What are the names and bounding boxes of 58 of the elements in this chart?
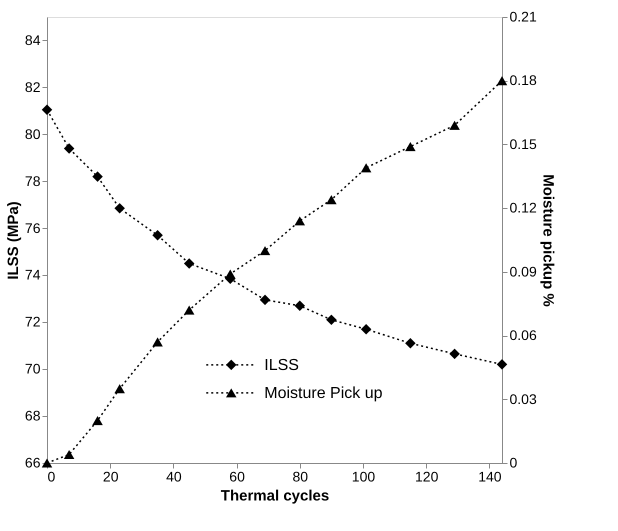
y-axis-title: ILSS (MPa) [4, 201, 22, 280]
point [42, 104, 52, 115]
y2-tick-label: 0 [510, 454, 518, 470]
point [260, 294, 270, 306]
point [449, 348, 460, 360]
point [92, 171, 103, 182]
y2-axis-title: Moisture pickup % [540, 174, 557, 307]
point [496, 359, 508, 370]
point [114, 203, 125, 214]
y-tick-label: 80 [24, 126, 41, 142]
point [184, 306, 194, 315]
y-tick-label: 74 [24, 266, 41, 283]
point [405, 142, 416, 152]
y2-tick-label: 0.15 [510, 136, 537, 152]
point [42, 458, 52, 468]
point [152, 337, 163, 346]
y-tick-label: 72 [24, 314, 41, 330]
point [64, 450, 74, 460]
point [92, 416, 103, 426]
point [225, 269, 236, 279]
point [152, 230, 163, 241]
y-tick-label: 66 [24, 454, 41, 470]
y-tick-label: 82 [24, 78, 41, 95]
y2-tick-label: 0.12 [510, 200, 537, 216]
y-tick-label: 68 [24, 408, 41, 424]
y2-tick-label: 0.18 [510, 72, 537, 88]
point [260, 246, 270, 256]
y2-tick-label: 0.06 [510, 327, 537, 344]
x-tick-label: 80 [292, 468, 308, 484]
y2-tick-label: 0.21 [510, 8, 537, 24]
point [360, 163, 372, 172]
x-tick-label: 0 [48, 468, 56, 484]
x-tick-label: 20 [102, 468, 119, 484]
point [360, 324, 372, 334]
y-tick-label: 84 [24, 32, 41, 48]
x-axis-title: Thermal cycles [220, 488, 330, 504]
point [405, 338, 416, 349]
x-tick-label: 60 [229, 468, 246, 484]
point [496, 76, 508, 86]
y2-tick-label: 0.09 [510, 263, 537, 280]
point [326, 195, 337, 204]
point [114, 384, 125, 394]
point [64, 143, 74, 154]
point [449, 120, 460, 130]
y-tick-label: 76 [24, 220, 41, 236]
x-tick-label: 120 [414, 468, 439, 484]
x-tick-label: 100 [352, 468, 376, 484]
point [184, 258, 194, 269]
x-tick-label: 140 [478, 468, 502, 484]
point [294, 216, 306, 226]
x-tick-label: 40 [166, 468, 182, 484]
point [294, 300, 306, 311]
y2-tick-label: 0.03 [510, 390, 537, 407]
y-tick-label: 70 [24, 360, 41, 377]
legend-label: Moisture Pick up [264, 384, 383, 402]
legend-label: ILSS [264, 356, 299, 374]
y-tick-label: 78 [24, 172, 41, 189]
point [326, 314, 337, 326]
